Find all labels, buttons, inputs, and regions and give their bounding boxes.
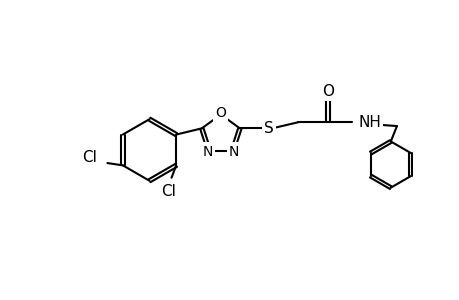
Text: O: O	[215, 106, 226, 120]
Text: O: O	[321, 84, 333, 99]
Text: Cl: Cl	[82, 150, 96, 165]
Text: NH: NH	[358, 115, 381, 130]
Text: S: S	[263, 121, 274, 136]
Text: N: N	[229, 145, 239, 158]
Text: N: N	[202, 145, 212, 158]
Text: Cl: Cl	[161, 184, 175, 199]
